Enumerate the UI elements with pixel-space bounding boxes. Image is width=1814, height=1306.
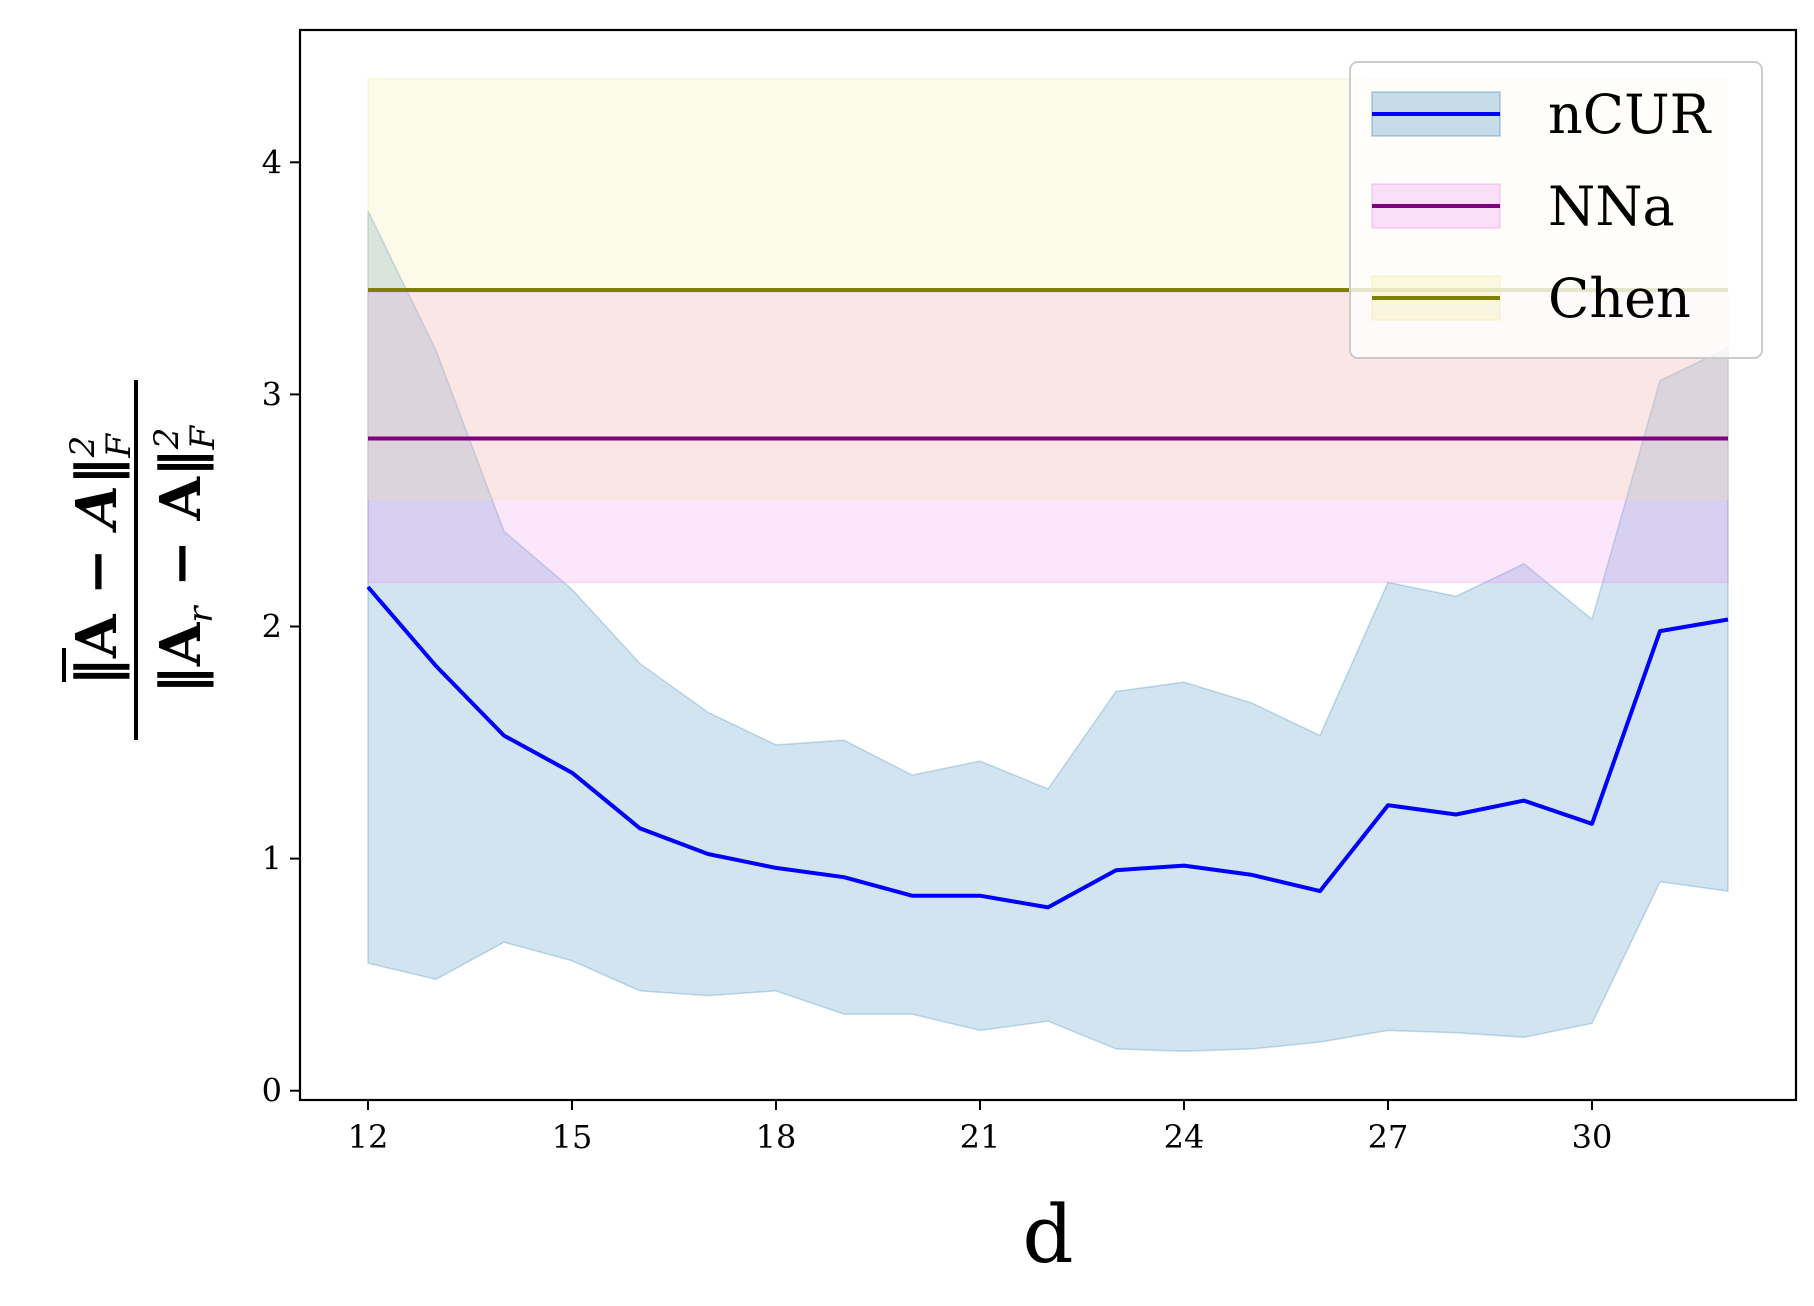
x-tick-label-24: 24 (1164, 1118, 1205, 1156)
y-tick-label-0: 0 (262, 1072, 282, 1110)
x-axis-ticks: 12 15 18 21 24 27 30 (348, 1100, 1613, 1156)
y-tick-label-2: 2 (262, 608, 282, 646)
y-axis-label-numerator: ‖A − A‖2F (63, 433, 139, 686)
legend: nCUR NNa Chen (1349, 61, 1763, 359)
series-line-ncur (366, 585, 1729, 910)
legend-label-ncur: nCUR (1548, 83, 1712, 146)
y-axis-label: ‖A − A‖2F ‖Ar − A‖2F (62, 380, 223, 740)
y-tick-label-3: 3 (262, 375, 282, 413)
x-tick-label-30: 30 (1572, 1118, 1613, 1156)
plot-frame (298, 28, 1798, 1102)
confidence-bands (367, 77, 1729, 1053)
legend-label-chen: Chen (1548, 267, 1691, 330)
x-tick-label-18: 18 (756, 1118, 797, 1156)
y-axis-ticks: 0 1 2 3 4 (262, 143, 300, 1110)
y-tick-label-4: 4 (262, 143, 282, 181)
legend-box (1349, 61, 1763, 359)
x-tick-label-21: 21 (960, 1118, 1001, 1156)
band-ncur (367, 210, 1729, 1053)
x-tick-label-15: 15 (552, 1118, 593, 1156)
y-tick-label-1: 1 (262, 840, 282, 878)
x-tick-label-12: 12 (348, 1118, 389, 1156)
legend-label-nna: NNa (1548, 175, 1675, 238)
x-tick-label-27: 27 (1368, 1118, 1409, 1156)
y-axis-label-denominator: ‖Ar − A‖2F (147, 424, 223, 694)
x-axis-label: d (1022, 1188, 1073, 1281)
